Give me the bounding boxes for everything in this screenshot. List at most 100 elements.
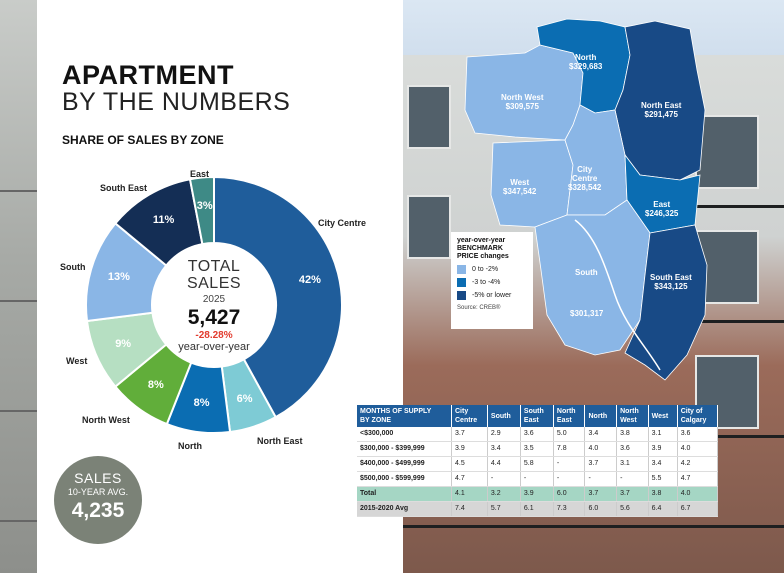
table-cell: 4.5: [451, 456, 488, 472]
table-cell: 4.0: [677, 441, 719, 457]
legend-title: PRICE changes: [457, 253, 509, 260]
table-cell: -: [520, 471, 554, 487]
title-bold: APARTMENT: [62, 60, 234, 90]
map-zone-south: [534, 199, 651, 356]
center-year: 2025: [202, 294, 226, 305]
share-of-sales-donut: [85, 175, 343, 434]
slice-value-label: 6%: [236, 393, 253, 406]
table-cell: 4.7: [677, 471, 719, 487]
table-cell: 4.1: [451, 486, 488, 502]
table-cell: 7.8: [553, 441, 586, 457]
table-row-label: $400,000 - $499,999: [357, 456, 452, 472]
table-header-cell: South: [487, 405, 521, 427]
table-cell: 5.8: [520, 456, 554, 472]
table-cell: 4.0: [584, 441, 618, 457]
table-cell: 3.9: [451, 441, 488, 457]
category-label: West: [66, 356, 88, 366]
category-label: North East: [257, 436, 303, 446]
title-light: BY THE NUMBERS: [62, 88, 291, 116]
category-label: South East: [100, 183, 148, 193]
table-cell: 5.0: [553, 427, 586, 442]
table-cell: 5.7: [487, 501, 521, 517]
table-row: $300,000 - $399,999 3.9 3.4 3.5 7.8 4.0 3.6 3.9…: [357, 441, 719, 457]
table-cell: -: [487, 471, 521, 487]
legend-item: 0 to -2%: [457, 265, 527, 274]
table-header-cell: West: [648, 405, 678, 427]
map-label-north-west: North West $309,575: [501, 93, 544, 111]
table-row: 2015-2020 Avg 7.4 5.7 6.1 7.3 6.0 5.6 6.4 6.7: [357, 501, 719, 517]
table-cell: 4.7: [451, 471, 488, 487]
table-cell: 7.3: [553, 501, 586, 517]
map-label-south-east: South East $343,125: [650, 273, 692, 291]
donut-slice-east: [188, 175, 215, 246]
table-cell: -: [553, 471, 586, 487]
center-change: -28.28%: [195, 330, 233, 341]
table-cell: 3.8: [616, 427, 649, 442]
map-label-south-price: $301,317: [570, 309, 604, 318]
donut-slice-city-centre: [213, 175, 343, 419]
category-label: South: [60, 262, 86, 272]
center-total-value: 5,427: [187, 306, 241, 329]
legend-swatch: [457, 278, 466, 287]
table-cell: 3.4: [648, 456, 678, 472]
table-header-cell: City of Calgary: [677, 405, 719, 427]
table-cell: 3.2: [487, 486, 521, 502]
category-label: North: [178, 441, 202, 451]
badge-value: 4,235: [71, 499, 125, 522]
center-change-label: year-over-year: [178, 341, 250, 353]
table-header-cell: South East: [520, 405, 554, 427]
table-cell: 3.1: [648, 427, 678, 442]
table-cell: 6.4: [648, 501, 678, 517]
table-cell: 3.9: [648, 441, 678, 457]
table-cell: 6.1: [520, 501, 554, 517]
table-row-label: Total: [357, 486, 452, 502]
table-cell: -: [616, 471, 649, 487]
table-row-label: $500,000 - $599,999: [357, 471, 452, 487]
map-zone-south-east: [624, 224, 708, 381]
table-header-cell: North: [584, 405, 618, 427]
map-label-east: East $246,325: [645, 200, 679, 218]
map-zone-city-centre: [564, 104, 628, 216]
table-cell: 3.7: [584, 456, 618, 472]
center-total-label: TOTAL: [187, 258, 241, 275]
table-row-label: 2015-2020 Avg: [357, 501, 452, 517]
table-cell: 3.1: [616, 456, 649, 472]
background-photo-left: [0, 0, 40, 573]
table-header-cell: North West: [616, 405, 649, 427]
table-cell: 3.6: [520, 427, 554, 442]
slice-value-label: 3%: [196, 200, 213, 213]
table-cell: 3.6: [616, 441, 649, 457]
table-cell: 3.5: [520, 441, 554, 457]
slice-value-label: 8%: [193, 397, 210, 410]
table-cell: -: [553, 456, 586, 472]
table-header-cell: City Centre: [451, 405, 488, 427]
table-cell: 2.9: [487, 427, 521, 442]
ten-year-average-badge: SALES 10-YEAR AVG. 4,235: [54, 456, 142, 544]
slice-value-label: 42%: [298, 274, 321, 287]
table-cell: 4.2: [677, 456, 719, 472]
map-label-north-east: North East $291,475: [641, 101, 682, 119]
table-row: <$300,000 3.7 2.9 3.6 5.0 3.4 3.8 3.1 3.6: [357, 427, 719, 442]
table-cell: 3.7: [451, 427, 488, 442]
map-label-west: West $347,542: [503, 178, 537, 196]
table-row-label: <$300,000: [357, 427, 452, 442]
category-label: East: [190, 169, 210, 179]
table-row: $400,000 - $499,999 4.5 4.4 5.8-3.7 3.1 3.4 4.…: [357, 456, 719, 472]
map-legend: year-over-year BENCHMARK PRICE changes 0…: [451, 232, 533, 329]
legend-title: BENCHMARK: [457, 245, 503, 252]
table-cell: -: [584, 471, 618, 487]
badge-sublabel: 10-YEAR AVG.: [67, 487, 129, 497]
table-cell: 3.4: [584, 427, 618, 442]
table-row: Total 4.1 3.2 3.9 6.0 3.7 3.7 3.8 4.0: [357, 486, 719, 502]
map-label-city-centre: City Centre $328,542: [568, 165, 602, 192]
table-cell: 3.9: [520, 486, 554, 502]
table-header-cell: MONTHS OF SUPPLY BY ZONE: [357, 405, 452, 427]
legend-item: -5% or lower: [457, 291, 527, 300]
map-label-south: South: [575, 268, 598, 277]
table-cell: 3.4: [487, 441, 521, 457]
slice-value-label: 8%: [147, 379, 164, 392]
table-row-label: $300,000 - $399,999: [357, 441, 452, 457]
table-cell: 5.6: [616, 501, 649, 517]
center-sales-label: SALES: [186, 275, 242, 292]
table-cell: 6.7: [677, 501, 719, 517]
